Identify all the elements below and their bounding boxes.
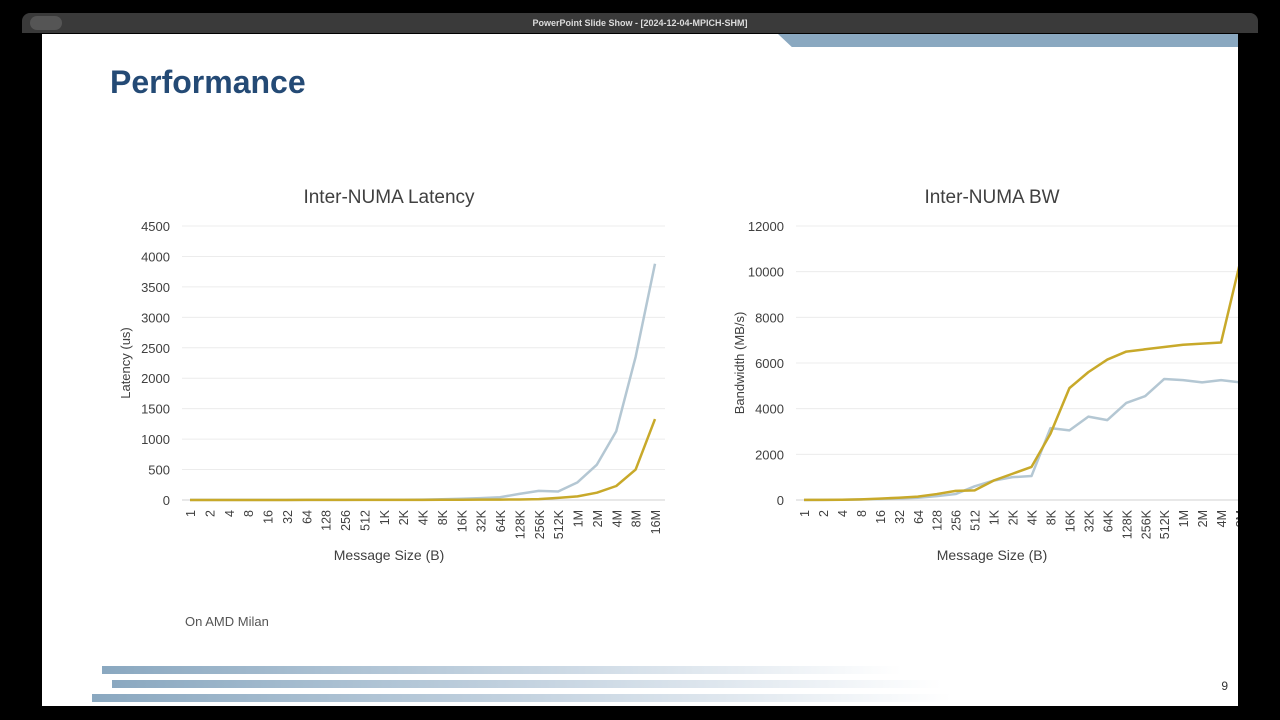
decorative-band <box>778 34 1238 47</box>
slide-note: On AMD Milan <box>185 614 269 629</box>
y-tick-label: 3000 <box>141 310 170 325</box>
x-tick-label: 4 <box>836 510 850 517</box>
x-tick-label: 512K <box>1158 509 1172 539</box>
x-tick-label: 256 <box>339 510 353 531</box>
y-axis-label: Latency (us) <box>118 327 133 399</box>
y-tick-label: 6000 <box>755 356 784 371</box>
x-tick-label: 32K <box>475 509 489 532</box>
x-tick-label: 1M <box>572 510 586 527</box>
y-tick-label: 12000 <box>748 219 784 234</box>
y-tick-label: 2000 <box>141 371 170 386</box>
chart-title: Inter-NUMA Latency <box>303 187 475 208</box>
y-tick-label: 0 <box>163 493 170 508</box>
x-tick-label: 1 <box>184 510 198 517</box>
slide: Performance Inter-NUMA Latency 0 500 1000 15… <box>42 34 1238 706</box>
y-tick-label: 2500 <box>141 341 170 356</box>
decorative-band <box>92 694 952 702</box>
x-tick-label: 4K <box>417 509 431 525</box>
window-titlebar: PowerPoint Slide Show - [2024-12-04-MPIC… <box>22 13 1258 33</box>
x-tick-label: 128K <box>1120 509 1134 539</box>
x-tick-label: 1K <box>988 509 1002 525</box>
series-line-baseline <box>190 263 657 502</box>
page-number: 9 <box>1221 679 1228 693</box>
x-tick-label: 16 <box>262 510 276 524</box>
window-control-button[interactable] <box>30 16 62 30</box>
x-tick-label: 8M <box>630 510 644 527</box>
y-tick-label: 8000 <box>755 310 784 325</box>
y-tick-label: 1500 <box>141 402 170 417</box>
window-title: PowerPoint Slide Show - [2024-12-04-MPIC… <box>532 18 748 28</box>
x-tick-label: 16M <box>649 510 663 534</box>
x-tick-label: 1K <box>378 509 392 525</box>
x-tick-label: 16K <box>1063 509 1077 532</box>
x-tick-label: 4K <box>1026 509 1040 525</box>
slide-title: Performance <box>110 64 306 100</box>
x-tick-label: 8K <box>1044 509 1058 525</box>
x-axis-label: Message Size (B) <box>937 547 1047 563</box>
bandwidth-chart: Inter-NUMA BW 0 2000 4000 6000 8000 10000 12000… <box>732 187 1238 563</box>
x-tick-label: 64K <box>1101 509 1115 532</box>
y-tick-label: 2000 <box>755 447 784 462</box>
x-tick-label: 4 <box>223 510 237 517</box>
x-tick-label: 128 <box>931 510 945 531</box>
x-tick-label: 512K <box>552 509 566 539</box>
x-tick-label: 32K <box>1082 509 1096 532</box>
x-tick-label: 2K <box>397 509 411 525</box>
series-line-topo_aware <box>190 418 657 502</box>
y-tick-label: 4000 <box>141 249 170 264</box>
series-line-topo_aware <box>803 265 1238 502</box>
x-tick-label: 1 <box>798 510 812 517</box>
x-tick-label: 2 <box>203 510 217 517</box>
chart-title: Inter-NUMA BW <box>924 187 1059 208</box>
x-tick-label: 64 <box>912 510 926 524</box>
y-tick-label: 1000 <box>141 432 170 447</box>
x-tick-label: 2K <box>1007 509 1021 525</box>
x-tick-label: 512 <box>358 510 372 531</box>
x-tick-label: 32 <box>893 510 907 524</box>
x-tick-label: 2M <box>591 510 605 527</box>
y-tick-label: 3500 <box>141 280 170 295</box>
decorative-band <box>112 680 942 688</box>
y-axis-label: Bandwidth (MB/s) <box>732 312 747 415</box>
latency-chart: Inter-NUMA Latency 0 500 1000 1500 2000 2500 30… <box>118 187 665 563</box>
x-tick-label: 16K <box>455 509 469 532</box>
decorative-band <box>102 666 902 674</box>
x-tick-label: 8 <box>242 510 256 517</box>
y-tick-label: 0 <box>777 493 784 508</box>
x-tick-label: 64K <box>494 509 508 532</box>
x-tick-label: 4M <box>1215 510 1229 527</box>
x-tick-label: 128K <box>513 509 527 539</box>
x-tick-label: 64 <box>300 510 314 524</box>
x-axis-label: Message Size (B) <box>334 547 444 563</box>
y-tick-label: 4000 <box>755 402 784 417</box>
y-tick-label: 500 <box>148 463 170 478</box>
x-tick-label: 256 <box>950 510 964 531</box>
y-tick-label: 4500 <box>141 219 170 234</box>
x-tick-label: 128 <box>320 510 334 531</box>
x-tick-label: 8 <box>855 510 869 517</box>
x-tick-label: 32 <box>281 510 295 524</box>
x-tick-label: 4M <box>610 510 624 527</box>
x-tick-label: 1M <box>1177 510 1191 527</box>
x-tick-label: 256K <box>1139 509 1153 539</box>
x-tick-label: 256K <box>533 509 547 539</box>
x-tick-label: 2 <box>817 510 831 517</box>
x-tick-label: 16 <box>874 510 888 524</box>
y-tick-label: 10000 <box>748 265 784 280</box>
x-tick-label: 2M <box>1196 510 1210 527</box>
x-tick-label: 512 <box>969 510 983 531</box>
series-line-baseline <box>803 377 1238 502</box>
x-tick-label: 8K <box>436 509 450 525</box>
x-tick-label: 8M <box>1234 510 1238 527</box>
